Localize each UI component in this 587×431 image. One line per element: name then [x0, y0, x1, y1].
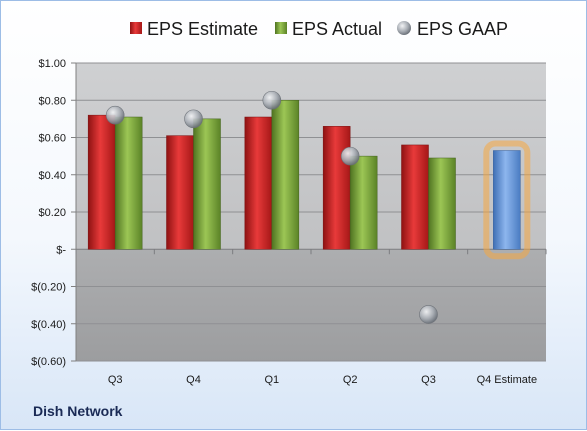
y-tick-label: $(0.20)	[31, 282, 66, 294]
y-tick-label: $(0.40)	[31, 319, 66, 331]
x-tick-label: Q1	[264, 374, 279, 386]
gaap-markers	[105, 90, 438, 324]
legend-label-eps-estimate: EPS Estimate	[147, 19, 258, 39]
y-tick-label: $0.60	[38, 133, 66, 145]
legend-swatch-eps-actual	[275, 22, 287, 34]
y-tick-label: $(0.60)	[31, 356, 66, 368]
bar-eps-actual	[193, 118, 221, 250]
bar-eps-estimate	[244, 116, 273, 250]
plot-area	[76, 63, 546, 361]
x-tick-label: Q3	[421, 374, 436, 386]
bar-eps-actual	[271, 100, 300, 250]
legend-swatch-eps-estimate	[130, 22, 142, 34]
bar-eps-estimate	[87, 114, 116, 250]
bar-q4-estimate	[493, 150, 521, 250]
estimate-glow	[483, 140, 531, 260]
company-name: Dish Network	[33, 403, 123, 419]
marker-eps-gaap	[184, 109, 203, 129]
legend-label-eps-gaap: EPS GAAP	[417, 19, 508, 39]
bar-eps-estimate	[322, 126, 351, 250]
bars	[87, 100, 531, 260]
legend: EPS Estimate EPS Actual EPS GAAP	[130, 19, 508, 39]
y-tick-label: $0.20	[38, 207, 66, 219]
marker-eps-gaap	[262, 90, 282, 110]
y-tick-label: $1.00	[38, 58, 66, 70]
bar-eps-actual	[428, 157, 456, 250]
plot-bg-negative	[76, 249, 546, 361]
x-tick-label: Q3	[108, 374, 123, 386]
bar-eps-actual	[114, 116, 143, 250]
y-tick-label: $-	[56, 244, 66, 256]
bar-eps-actual	[349, 155, 378, 250]
x-axis: Q3 Q4 Q1 Q2 Q3 Q4 Estimate	[75, 249, 547, 386]
y-tick-label: $0.40	[38, 170, 66, 182]
x-tick-label: Q2	[343, 374, 358, 386]
x-tick-label: Q4 Estimate	[477, 374, 538, 386]
plot-bg-positive	[76, 63, 546, 250]
y-axis: $1.00 $0.80 $0.60 $0.40 $0.20 $- $(0.20) $(0.40…	[31, 58, 77, 368]
marker-eps-gaap	[340, 146, 360, 166]
bar-eps-estimate	[401, 144, 429, 250]
legend-swatch-eps-gaap	[397, 21, 411, 35]
marker-eps-gaap	[419, 305, 438, 324]
x-tick-label: Q4	[186, 374, 201, 386]
marker-eps-gaap	[105, 105, 125, 125]
y-tick-label: $0.80	[38, 95, 66, 107]
bar-eps-estimate	[166, 135, 194, 250]
legend-label-eps-actual: EPS Actual	[292, 19, 382, 39]
